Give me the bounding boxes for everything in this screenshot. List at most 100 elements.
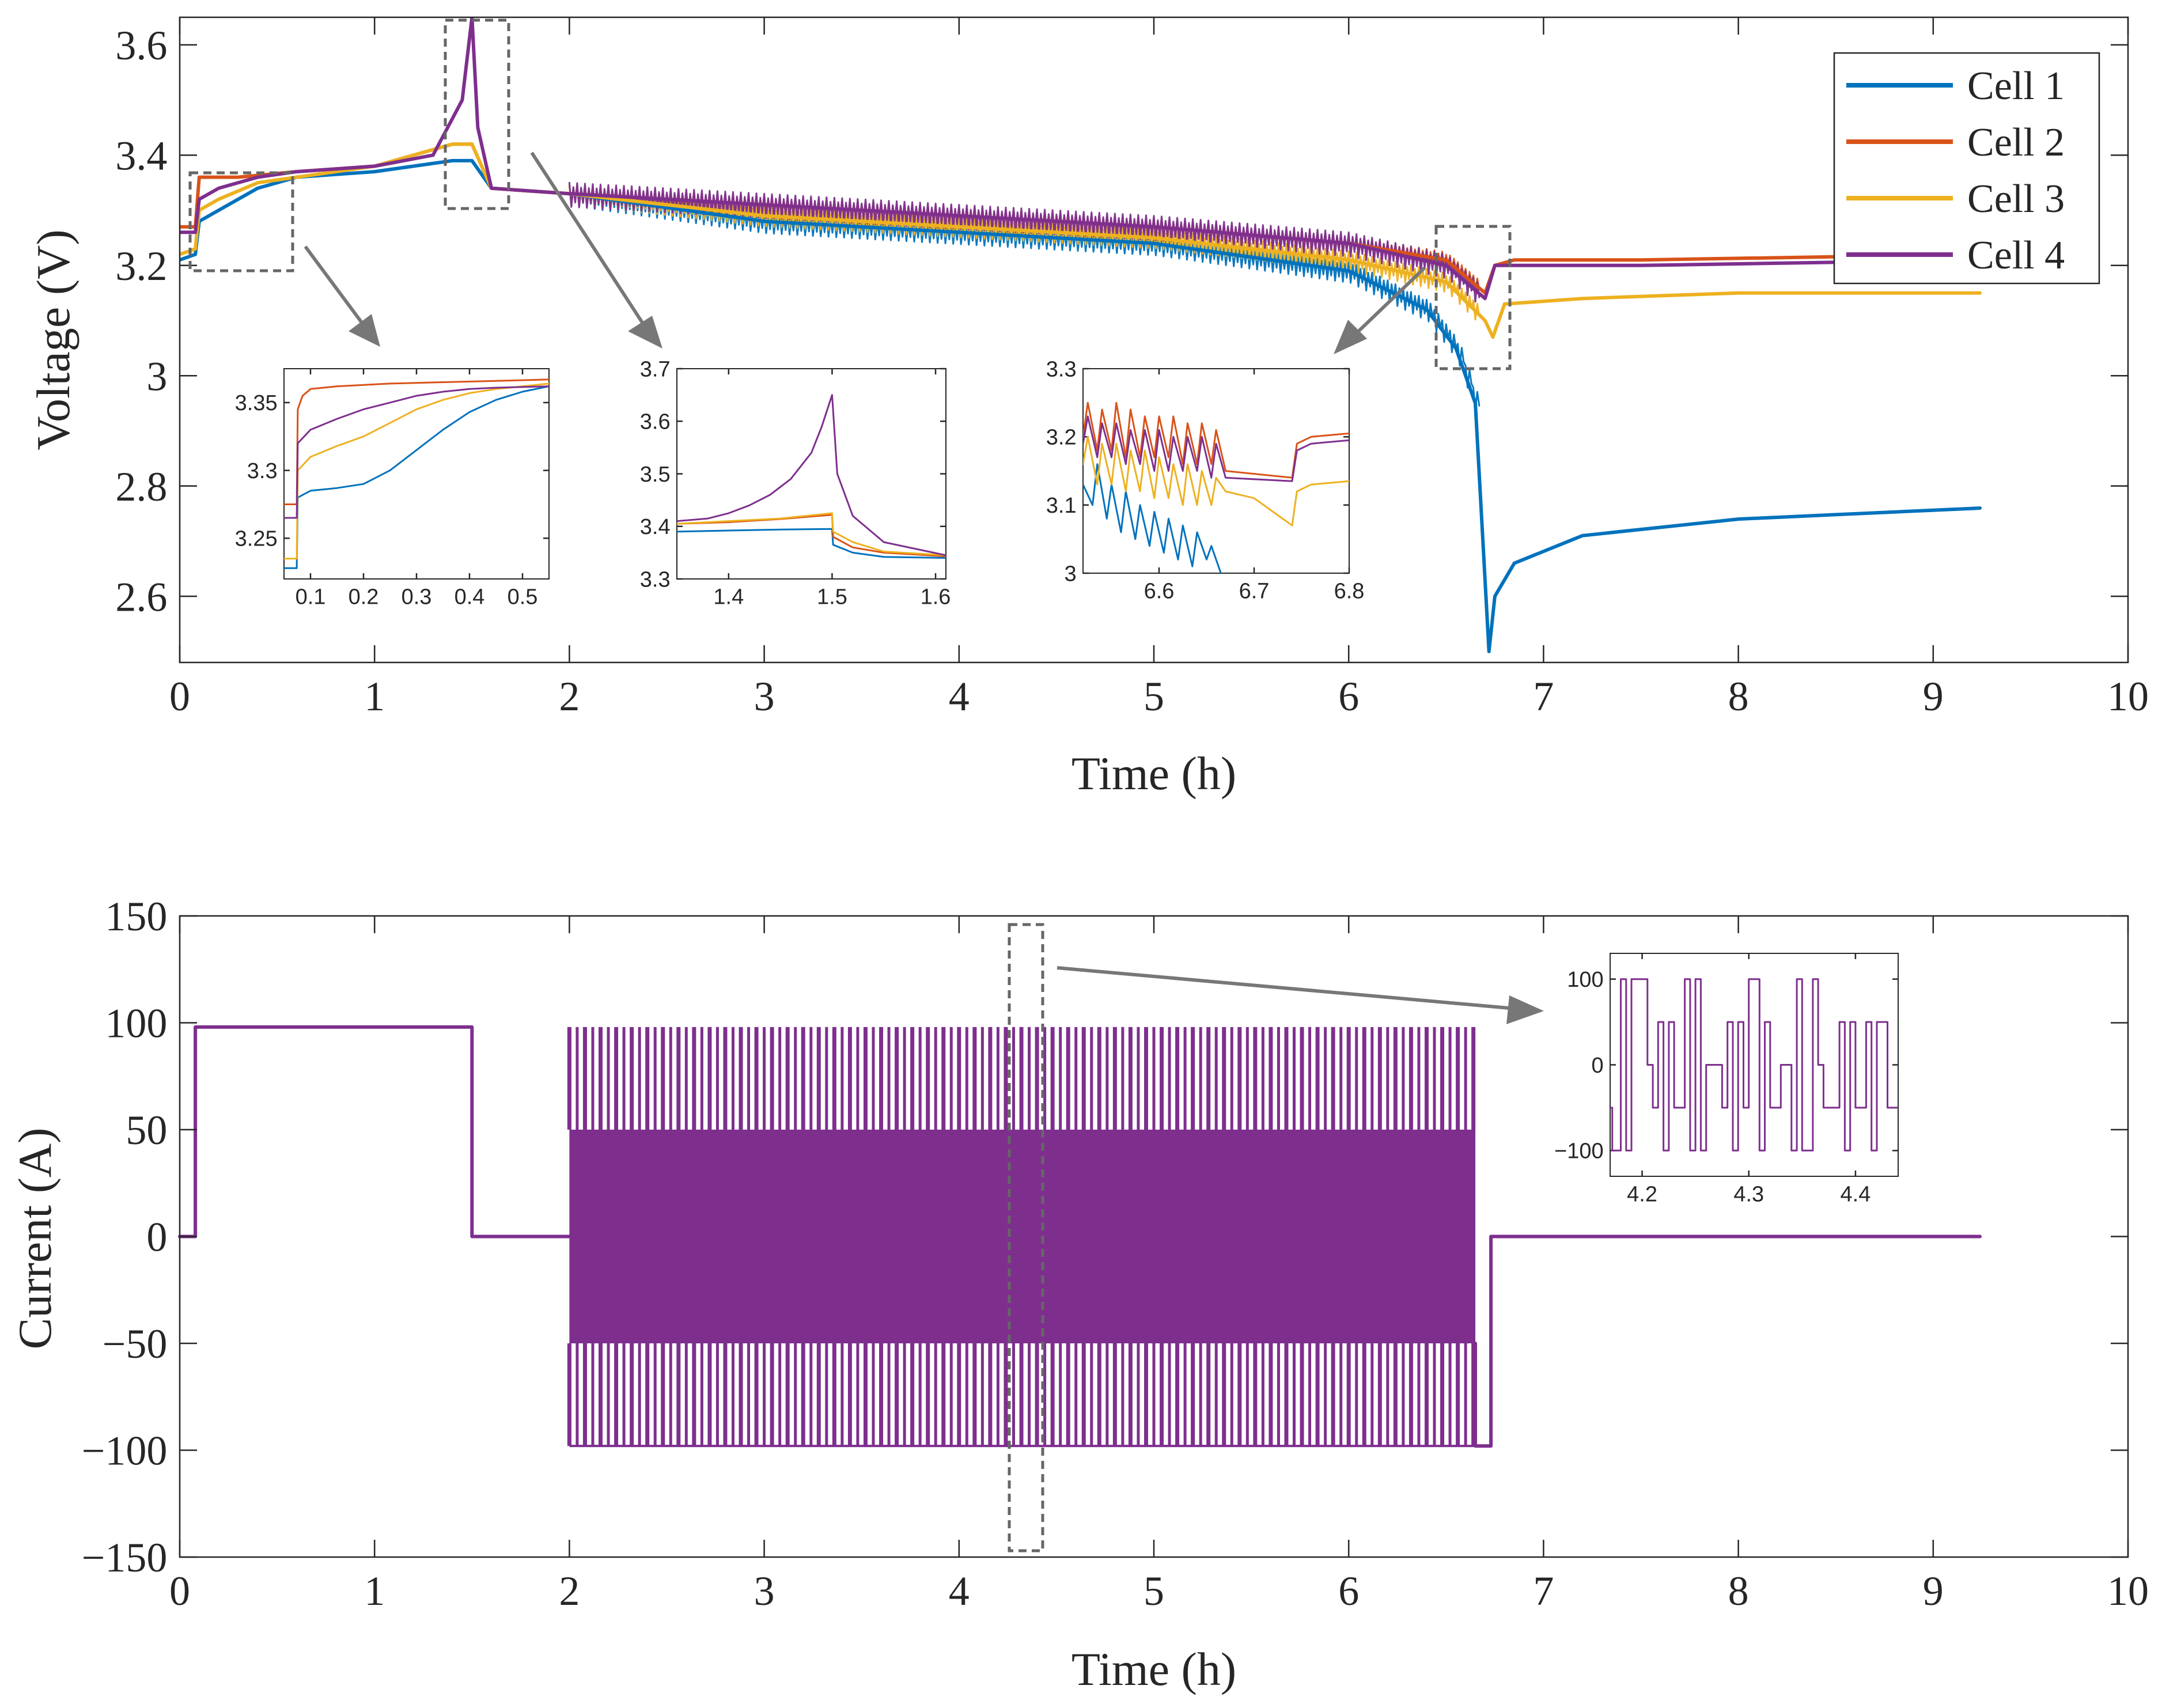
current-x-tick-label: 8 [1728,1568,1749,1614]
voltage-inset-2-x-tick-label: 1.5 [817,585,847,609]
voltage-inset-3-y-tick-label: 3 [1064,562,1076,586]
legend-label-cell-3: Cell 3 [1967,177,2065,221]
voltage-inset-3-series-cell-3 [1083,435,1349,527]
voltage-x-axis-label: Time (h) [1071,747,1236,800]
current-x-axis-label: Time (h) [1071,1643,1236,1695]
current-x-ticks: 0 1 2 3 4 5 6 7 8 9 10 [169,916,2149,1614]
current-inset-y-tick-label: 0 [1591,1054,1603,1078]
current-x-tick-label: 2 [559,1568,580,1614]
voltage-x-ticks: 0 1 2 3 4 5 6 7 8 9 10 [169,17,2149,719]
voltage-inset-2-y-tick-label: 3.7 [640,357,671,381]
current-plot-area [178,1025,1982,1448]
zoom-box-pulse-detail [1008,923,1044,1552]
legend-label-cell-4: Cell 4 [1967,233,2065,278]
current-inset-series-current [1610,978,1898,1152]
voltage-inset-1-x-tick-label: 0.2 [349,585,379,609]
voltage-plot-area [180,17,1982,653]
voltage-inset-2-y-tick-label: 3.4 [640,515,671,539]
voltage-inset-3-x-tick-label: 6.7 [1239,580,1270,604]
voltage-y-tick-label: 3 [146,353,167,399]
zoom-arrow-4 [1057,966,1544,1024]
ripple-cell-4 [568,181,1481,303]
ripple-cell-3 [568,184,1481,321]
current-inset-y-tick-label: −100 [1554,1139,1604,1164]
current-x-tick-label: 9 [1923,1568,1944,1614]
voltage-inset-3-frame [1082,368,1350,574]
current-y-tick-label: 0 [146,1214,167,1260]
inset-current-pulse-detail: 4.2 4.3 4.4 −100 0 100 [1554,953,1899,1207]
voltage-inset-2-frame [676,368,946,580]
voltage-inset-1-y-tick-label: 3.35 [235,391,278,415]
current-y-tick-label: 50 [126,1107,167,1153]
zoom-box-cell4-peak [444,18,510,210]
voltage-chart: 0 1 2 3 4 5 6 7 8 9 10 2.6 2.8 3 3.2 3.4 3.6 Time (h) V… [27,16,2149,800]
voltage-inset-2-x-tick-label: 1.4 [713,585,744,609]
current-inset-x-tick-label: 4.4 [1841,1183,1871,1207]
current-x-tick-label: 4 [949,1568,970,1614]
voltage-inset-1-x-tick-label: 0.1 [296,585,326,609]
current-y-ticks: −150 −100 −50 0 50 100 150 [82,893,2128,1581]
current-chart: 0 1 2 3 4 5 6 7 8 9 10 −150 −100 −50 0 50 100 150 Time (… [9,893,2149,1695]
voltage-x-tick-label: 2 [559,673,580,719]
voltage-inset-1-frame [283,368,550,580]
voltage-x-tick-label: 8 [1728,673,1749,719]
voltage-y-tick-label: 2.8 [115,464,167,510]
voltage-inset-3-series-cell-2 [1083,402,1349,479]
inset-voltage-cell4-peak: 1.4 1.5 1.6 3.3 3.4 3.5 3.6 3.7 [640,357,951,609]
voltage-y-ticks: 2.6 2.8 3 3.2 3.4 3.6 [115,22,2128,620]
current-x-tick-label: 5 [1144,1568,1164,1614]
zoom-arrow-3 [1334,266,1426,354]
voltage-inset-3-series-cell-4 [1083,415,1349,482]
series-cell-1 [180,158,1982,653]
current-x-tick-label: 10 [2107,1568,2149,1614]
voltage-inset-3-x-tick-label: 6.8 [1334,580,1365,604]
voltage-y-tick-label: 3.4 [115,133,167,179]
current-y-tick-label: −150 [82,1535,168,1581]
current-y-tick-label: 100 [105,1001,167,1047]
voltage-inset-3-x-tick-label: 6.6 [1144,580,1175,604]
current-inset-x-tick-label: 4.2 [1627,1183,1657,1207]
legend-label-cell-2: Cell 2 [1967,120,2065,165]
current-y-tick-label: −100 [82,1428,168,1474]
inset-voltage-end-discharge: 6.6 6.7 6.8 3 3.1 3.2 3.3 [1046,357,1365,603]
voltage-inset-1-y-tick-label: 3.3 [247,459,278,483]
zoom-arrow-1 [304,245,380,347]
legend-label-cell-1: Cell 1 [1967,64,2065,108]
zoom-box-end-discharge [1434,225,1512,370]
voltage-x-tick-label: 6 [1338,673,1359,719]
voltage-x-tick-label: 10 [2107,673,2149,719]
voltage-inset-1-y-tick-label: 3.25 [235,527,278,551]
current-x-tick-label: 3 [754,1568,775,1614]
voltage-inset-2-y-tick-label: 3.5 [640,463,671,487]
voltage-inset-3-series-cell-1 [1083,463,1222,573]
voltage-y-tick-label: 2.6 [115,574,167,620]
voltage-inset-3-y-tick-label: 3.2 [1046,426,1077,450]
voltage-inset-1-x-tick-label: 0.3 [402,585,432,609]
current-x-tick-label: 1 [364,1568,385,1614]
voltage-x-tick-label: 3 [754,673,775,719]
current-x-tick-label: 0 [169,1568,190,1614]
inset-voltage-charge-start: 0.1 0.2 0.3 0.4 0.5 3.25 3.3 3.35 [235,368,550,609]
current-y-tick-label: 150 [105,893,167,940]
current-y-axis-label: Current (A) [9,1128,61,1350]
series-cell-3 [180,142,1982,339]
zoom-arrow-2 [530,152,662,349]
zoom-box-charge-start [188,171,294,272]
voltage-x-tick-label: 1 [364,673,385,719]
current-pulse-band [569,1130,1476,1343]
current-inset-y-tick-label: 100 [1567,968,1603,992]
voltage-inset-1-x-tick-label: 0.4 [455,585,485,609]
legend: Cell 1 Cell 2 Cell 3 Cell 4 [1833,52,2100,285]
current-y-tick-label: −50 [103,1321,168,1367]
voltage-inset-2-series-cell-4 [677,394,946,556]
voltage-y-axis-label: Voltage (V) [27,229,79,450]
voltage-y-tick-label: 3.2 [115,243,167,289]
series-cell-4 [180,17,1982,301]
voltage-inset-2-y-tick-label: 3.3 [640,567,671,592]
voltage-inset-2-y-tick-label: 3.6 [640,410,671,434]
voltage-x-tick-label: 0 [169,673,190,719]
voltage-inset-3-y-tick-label: 3.1 [1046,494,1077,518]
voltage-x-tick-label: 9 [1923,673,1944,719]
voltage-x-tick-label: 7 [1533,673,1554,719]
